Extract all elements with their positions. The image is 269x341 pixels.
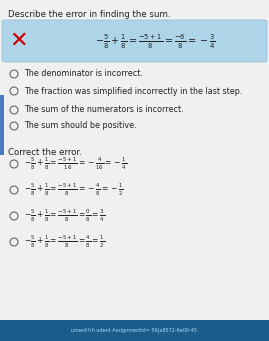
Text: $-\frac{5}{8}+\frac{1}{8}=\frac{-5+1}{8}=-\frac{4}{8}=-\frac{1}{2}$: $-\frac{5}{8}+\frac{1}{8}=\frac{-5+1}{8}… <box>24 182 124 198</box>
Text: $-\frac{5}{8}+\frac{1}{8}=\frac{-5+1}{8}=\frac{-6}{8}=-\frac{3}{4}$: $-\frac{5}{8}+\frac{1}{8}=\frac{-5+1}{8}… <box>95 33 215 51</box>
FancyBboxPatch shape <box>2 20 267 62</box>
Text: Describe the error in finding the sum.: Describe the error in finding the sum. <box>8 10 171 19</box>
Text: The sum should be positive.: The sum should be positive. <box>24 121 137 131</box>
Text: $-\frac{5}{8}+\frac{1}{8}=\frac{-5+1}{16}=-\frac{4}{16}=-\frac{1}{4}$: $-\frac{5}{8}+\frac{1}{8}=\frac{-5+1}{16… <box>24 156 127 172</box>
Text: The sum of the numerators is incorrect.: The sum of the numerators is incorrect. <box>24 105 184 115</box>
Text: The fraction was simplified incorrectly in the last step.: The fraction was simplified incorrectly … <box>24 87 242 95</box>
Text: $-\frac{5}{8}+\frac{1}{8}=\frac{-5+1}{8}=\frac{0}{8}=\frac{3}{4}$: $-\frac{5}{8}+\frac{1}{8}=\frac{-5+1}{8}… <box>24 208 105 224</box>
Text: ✕: ✕ <box>9 31 27 51</box>
Text: Correct the error.: Correct the error. <box>8 148 82 157</box>
Text: $-\frac{5}{8}+\frac{1}{8}=\frac{-5+1}{8}=\frac{4}{8}=\frac{1}{2}$: $-\frac{5}{8}+\frac{1}{8}=\frac{-5+1}{8}… <box>24 234 105 250</box>
Text: ument?rh udent Assignmentid= 56|a8572-6e00-45: ument?rh udent Assignmentid= 56|a8572-6e… <box>71 327 197 333</box>
FancyBboxPatch shape <box>0 320 269 341</box>
FancyBboxPatch shape <box>0 95 4 155</box>
Text: The denominator is incorrect.: The denominator is incorrect. <box>24 70 143 78</box>
